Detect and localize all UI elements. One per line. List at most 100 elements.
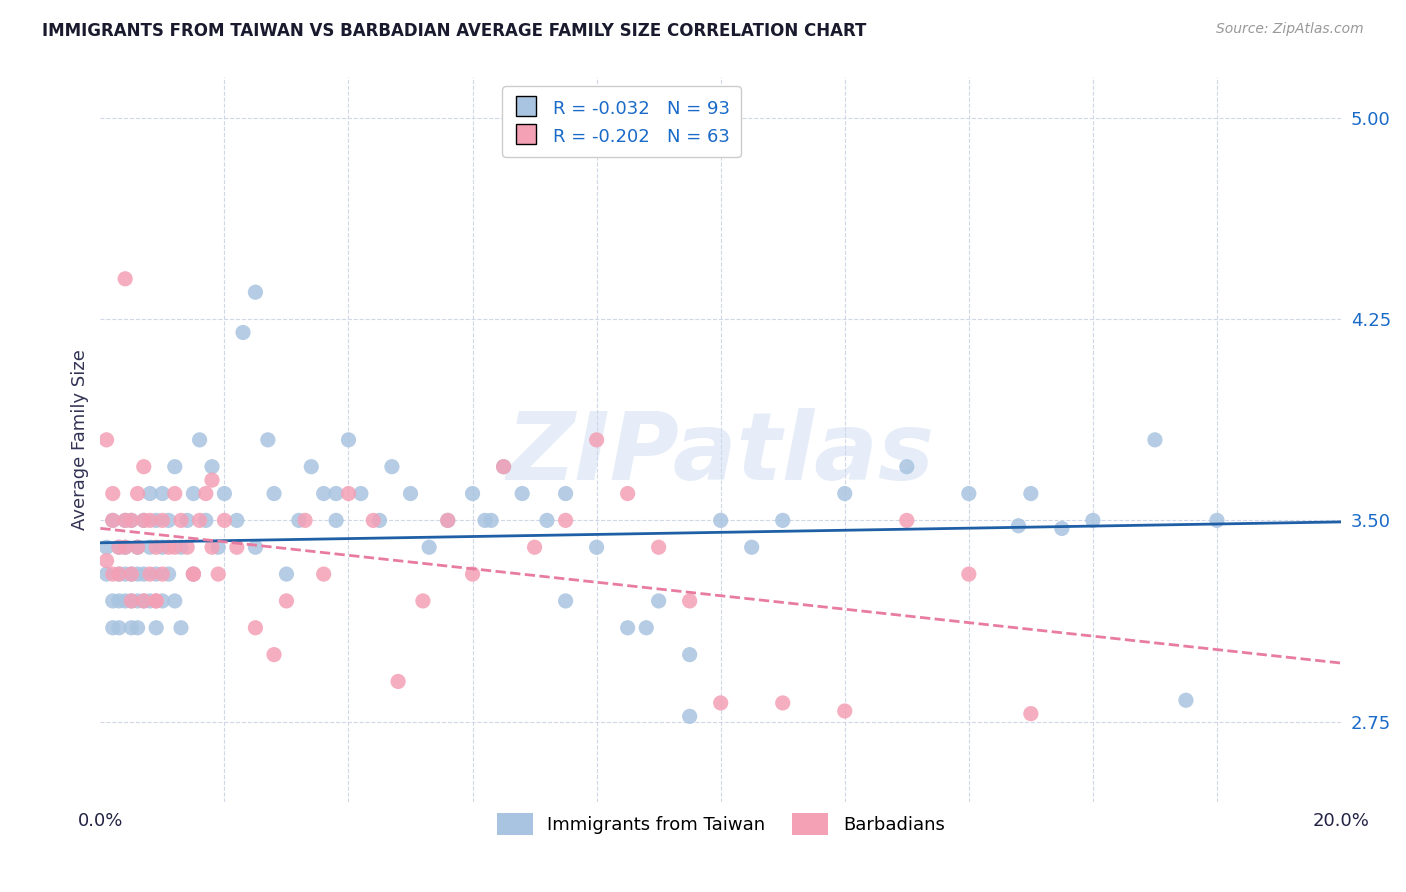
Point bbox=[225, 540, 247, 554]
Point bbox=[1174, 693, 1197, 707]
Point bbox=[108, 540, 131, 554]
Point bbox=[288, 513, 311, 527]
Point bbox=[554, 513, 576, 527]
Point bbox=[176, 513, 198, 527]
Point bbox=[108, 621, 131, 635]
Point bbox=[132, 459, 155, 474]
Point bbox=[150, 594, 173, 608]
Point bbox=[647, 594, 669, 608]
Point bbox=[194, 486, 217, 500]
Point bbox=[96, 540, 118, 554]
Point bbox=[163, 486, 186, 500]
Point bbox=[312, 567, 335, 582]
Point bbox=[679, 709, 702, 723]
Point bbox=[145, 594, 167, 608]
Point bbox=[114, 540, 136, 554]
Point bbox=[710, 696, 733, 710]
Point bbox=[127, 594, 149, 608]
Point bbox=[350, 486, 373, 500]
Point bbox=[96, 567, 118, 582]
Point bbox=[368, 513, 391, 527]
Point bbox=[188, 433, 211, 447]
Point bbox=[139, 567, 162, 582]
Point bbox=[114, 567, 136, 582]
Point bbox=[150, 513, 173, 527]
Point bbox=[183, 567, 205, 582]
Point bbox=[163, 540, 186, 554]
Point bbox=[523, 540, 546, 554]
Point bbox=[957, 486, 980, 500]
Point bbox=[616, 621, 638, 635]
Point bbox=[214, 486, 236, 500]
Point bbox=[157, 567, 180, 582]
Point bbox=[132, 594, 155, 608]
Point bbox=[108, 567, 131, 582]
Point bbox=[834, 704, 856, 718]
Point bbox=[139, 486, 162, 500]
Point bbox=[387, 674, 409, 689]
Point bbox=[492, 459, 515, 474]
Point bbox=[418, 540, 440, 554]
Point bbox=[207, 540, 229, 554]
Text: IMMIGRANTS FROM TAIWAN VS BARBADIAN AVERAGE FAMILY SIZE CORRELATION CHART: IMMIGRANTS FROM TAIWAN VS BARBADIAN AVER… bbox=[42, 22, 866, 40]
Point bbox=[150, 567, 173, 582]
Point bbox=[170, 540, 193, 554]
Point bbox=[679, 648, 702, 662]
Point bbox=[201, 473, 224, 487]
Point bbox=[492, 459, 515, 474]
Point bbox=[337, 433, 360, 447]
Point bbox=[1007, 518, 1029, 533]
Point bbox=[436, 513, 458, 527]
Point bbox=[834, 486, 856, 500]
Point bbox=[101, 594, 124, 608]
Point bbox=[245, 285, 267, 300]
Point bbox=[256, 433, 278, 447]
Point bbox=[276, 567, 298, 582]
Point bbox=[157, 540, 180, 554]
Point bbox=[150, 486, 173, 500]
Point bbox=[1050, 521, 1073, 535]
Point bbox=[150, 540, 173, 554]
Point bbox=[201, 459, 224, 474]
Point bbox=[157, 513, 180, 527]
Point bbox=[101, 513, 124, 527]
Point bbox=[263, 648, 285, 662]
Point bbox=[163, 594, 186, 608]
Point bbox=[312, 486, 335, 500]
Point bbox=[399, 486, 422, 500]
Point bbox=[132, 567, 155, 582]
Point bbox=[139, 513, 162, 527]
Point bbox=[170, 621, 193, 635]
Point bbox=[183, 567, 205, 582]
Point bbox=[188, 513, 211, 527]
Point bbox=[183, 486, 205, 500]
Point bbox=[363, 513, 385, 527]
Point bbox=[139, 540, 162, 554]
Point bbox=[127, 486, 149, 500]
Point bbox=[108, 594, 131, 608]
Point bbox=[145, 513, 167, 527]
Point bbox=[245, 540, 267, 554]
Point bbox=[1206, 513, 1229, 527]
Point bbox=[114, 513, 136, 527]
Point bbox=[120, 621, 142, 635]
Point bbox=[139, 594, 162, 608]
Point bbox=[263, 486, 285, 500]
Point bbox=[436, 513, 458, 527]
Point bbox=[108, 567, 131, 582]
Point bbox=[214, 513, 236, 527]
Point bbox=[132, 513, 155, 527]
Point bbox=[114, 594, 136, 608]
Point bbox=[108, 540, 131, 554]
Point bbox=[1019, 486, 1042, 500]
Point bbox=[132, 594, 155, 608]
Point bbox=[616, 486, 638, 500]
Point bbox=[474, 513, 496, 527]
Point bbox=[120, 513, 142, 527]
Point bbox=[647, 540, 669, 554]
Point bbox=[412, 594, 434, 608]
Point bbox=[96, 433, 118, 447]
Point bbox=[101, 567, 124, 582]
Point bbox=[741, 540, 763, 554]
Point bbox=[114, 513, 136, 527]
